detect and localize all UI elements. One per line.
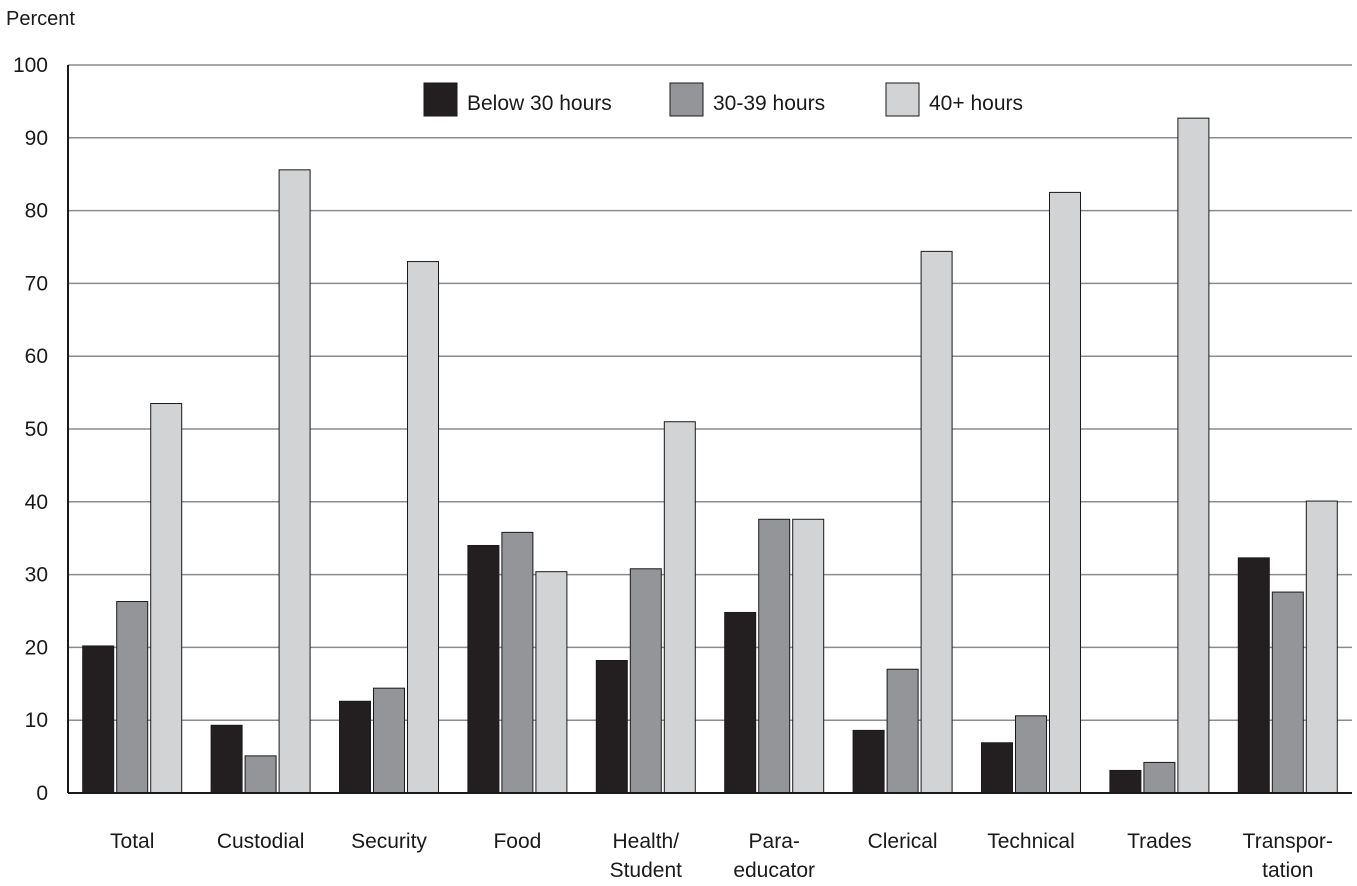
legend-label: 40+ hours [929, 92, 1023, 115]
bar [1177, 117, 1210, 794]
legend-label: 30-39 hours [713, 92, 825, 115]
bar [373, 687, 405, 794]
bar [1015, 715, 1047, 794]
bar [210, 724, 243, 794]
x-category-label: Trades [1127, 830, 1192, 853]
bar [1271, 591, 1304, 794]
legend: Below 30 hours 30-39 hours 40+ hours [423, 82, 1023, 117]
x-category-label: Technical [987, 830, 1075, 853]
bar [886, 668, 919, 794]
y-tick-label: 70 [25, 272, 48, 295]
y-tick-label: 20 [25, 636, 48, 659]
bar [792, 518, 825, 794]
x-category-label: Custodial [217, 830, 305, 853]
bar [82, 645, 115, 794]
bar [1237, 557, 1270, 794]
bar [244, 755, 277, 794]
y-axis-ticks: 0 10 20 30 40 50 60 70 80 90 100 [13, 54, 48, 805]
bar [1143, 761, 1176, 794]
x-category-label: educator [733, 859, 815, 882]
bar [663, 421, 696, 794]
y-tick-label: 30 [25, 564, 48, 587]
x-category-label: Health/ [613, 830, 680, 853]
y-tick-label: 60 [25, 345, 48, 368]
bar [1305, 500, 1338, 794]
x-category-label: Student [610, 859, 683, 882]
x-category-label: Clerical [868, 830, 938, 853]
bar [724, 611, 757, 794]
bar [339, 700, 371, 794]
x-axis-labels: Total Custodial Security Food Health/Student… [110, 830, 1333, 882]
bar [758, 518, 791, 794]
bar [467, 544, 500, 794]
bar [1109, 769, 1142, 794]
y-tick-label: 80 [25, 200, 48, 223]
bar [1049, 191, 1081, 794]
bar [407, 261, 439, 794]
bar [852, 729, 885, 794]
x-category-label: Transpor- [1243, 830, 1333, 853]
x-category-label: Food [493, 830, 541, 853]
legend-swatch [885, 82, 920, 117]
bar [501, 531, 534, 794]
y-tick-label: 100 [13, 54, 48, 77]
y-axis-label: Percent [6, 8, 75, 30]
legend-label: Below 30 hours [467, 92, 612, 115]
x-category-label: Total [110, 830, 154, 853]
bar [629, 568, 662, 794]
bar [920, 250, 953, 794]
legend-swatch [423, 82, 458, 117]
bar [535, 571, 568, 794]
x-category-label: Security [351, 830, 427, 853]
bar [116, 601, 149, 794]
bar [981, 742, 1013, 794]
bar [150, 403, 183, 794]
x-category-label: tation [1262, 859, 1313, 882]
bars [82, 117, 1338, 794]
legend-swatch [669, 82, 704, 117]
y-tick-label: 90 [25, 127, 48, 150]
y-tick-label: 0 [36, 782, 48, 805]
x-category-label: Para- [749, 830, 800, 853]
gridlines [68, 64, 1352, 721]
y-tick-label: 50 [25, 418, 48, 441]
y-tick-label: 40 [25, 491, 48, 514]
bar [595, 660, 628, 794]
axes [67, 65, 1352, 794]
bar [278, 169, 311, 794]
y-tick-label: 10 [25, 709, 48, 732]
